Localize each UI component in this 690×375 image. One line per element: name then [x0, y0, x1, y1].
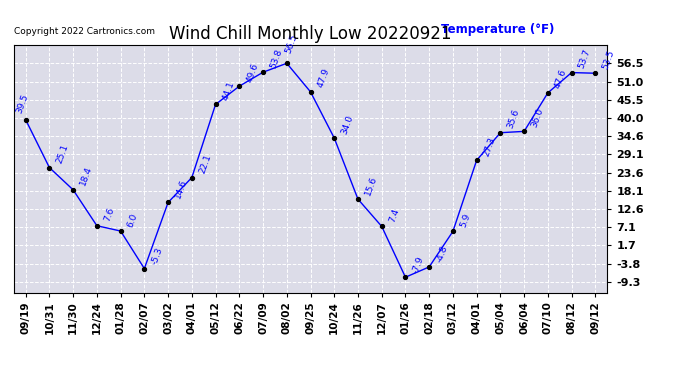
Text: Temperature (°F): Temperature (°F) — [441, 23, 555, 36]
Text: 47.6: 47.6 — [553, 68, 569, 90]
Point — [20, 117, 31, 123]
Point — [471, 157, 482, 163]
Point — [163, 200, 174, 206]
Point — [400, 274, 411, 280]
Text: -7.9: -7.9 — [411, 255, 426, 274]
Point — [590, 70, 601, 76]
Text: 15.6: 15.6 — [364, 174, 379, 196]
Point — [115, 228, 126, 234]
Point — [186, 174, 197, 180]
Text: 6.0: 6.0 — [126, 211, 139, 228]
Point — [139, 266, 150, 272]
Text: 5.9: 5.9 — [458, 212, 472, 229]
Text: Copyright 2022 Cartronics.com: Copyright 2022 Cartronics.com — [14, 27, 155, 36]
Text: 27.3: 27.3 — [482, 136, 497, 158]
Text: 44.1: 44.1 — [221, 80, 237, 102]
Title: Wind Chill Monthly Low 20220921: Wind Chill Monthly Low 20220921 — [169, 26, 452, 44]
Text: 18.4: 18.4 — [79, 165, 94, 187]
Point — [519, 128, 530, 134]
Text: 22.1: 22.1 — [197, 153, 213, 175]
Point — [210, 102, 221, 108]
Point — [447, 228, 458, 234]
Text: 35.6: 35.6 — [506, 108, 521, 130]
Point — [376, 224, 387, 230]
Text: 7.4: 7.4 — [387, 207, 401, 224]
Text: 53.5: 53.5 — [601, 48, 616, 70]
Point — [234, 83, 245, 89]
Point — [495, 130, 506, 136]
Point — [91, 223, 102, 229]
Point — [257, 69, 268, 75]
Point — [44, 165, 55, 171]
Text: 36.0: 36.0 — [530, 106, 545, 129]
Text: -5.3: -5.3 — [150, 246, 164, 266]
Text: 53.8: 53.8 — [268, 48, 284, 69]
Text: 7.6: 7.6 — [102, 206, 116, 223]
Text: 49.6: 49.6 — [245, 62, 260, 83]
Text: -4.8: -4.8 — [435, 244, 449, 264]
Text: 25.1: 25.1 — [55, 143, 70, 165]
Point — [328, 135, 339, 141]
Text: 34.0: 34.0 — [339, 113, 355, 135]
Point — [542, 90, 553, 96]
Text: 53.7: 53.7 — [577, 48, 593, 70]
Point — [353, 196, 364, 202]
Text: 47.9: 47.9 — [316, 67, 331, 89]
Text: 14.6: 14.6 — [174, 178, 189, 200]
Point — [282, 60, 293, 66]
Point — [424, 264, 435, 270]
Text: 56.5: 56.5 — [284, 33, 299, 55]
Point — [305, 89, 316, 95]
Text: 39.5: 39.5 — [14, 92, 30, 114]
Point — [68, 187, 79, 193]
Point — [566, 70, 577, 76]
